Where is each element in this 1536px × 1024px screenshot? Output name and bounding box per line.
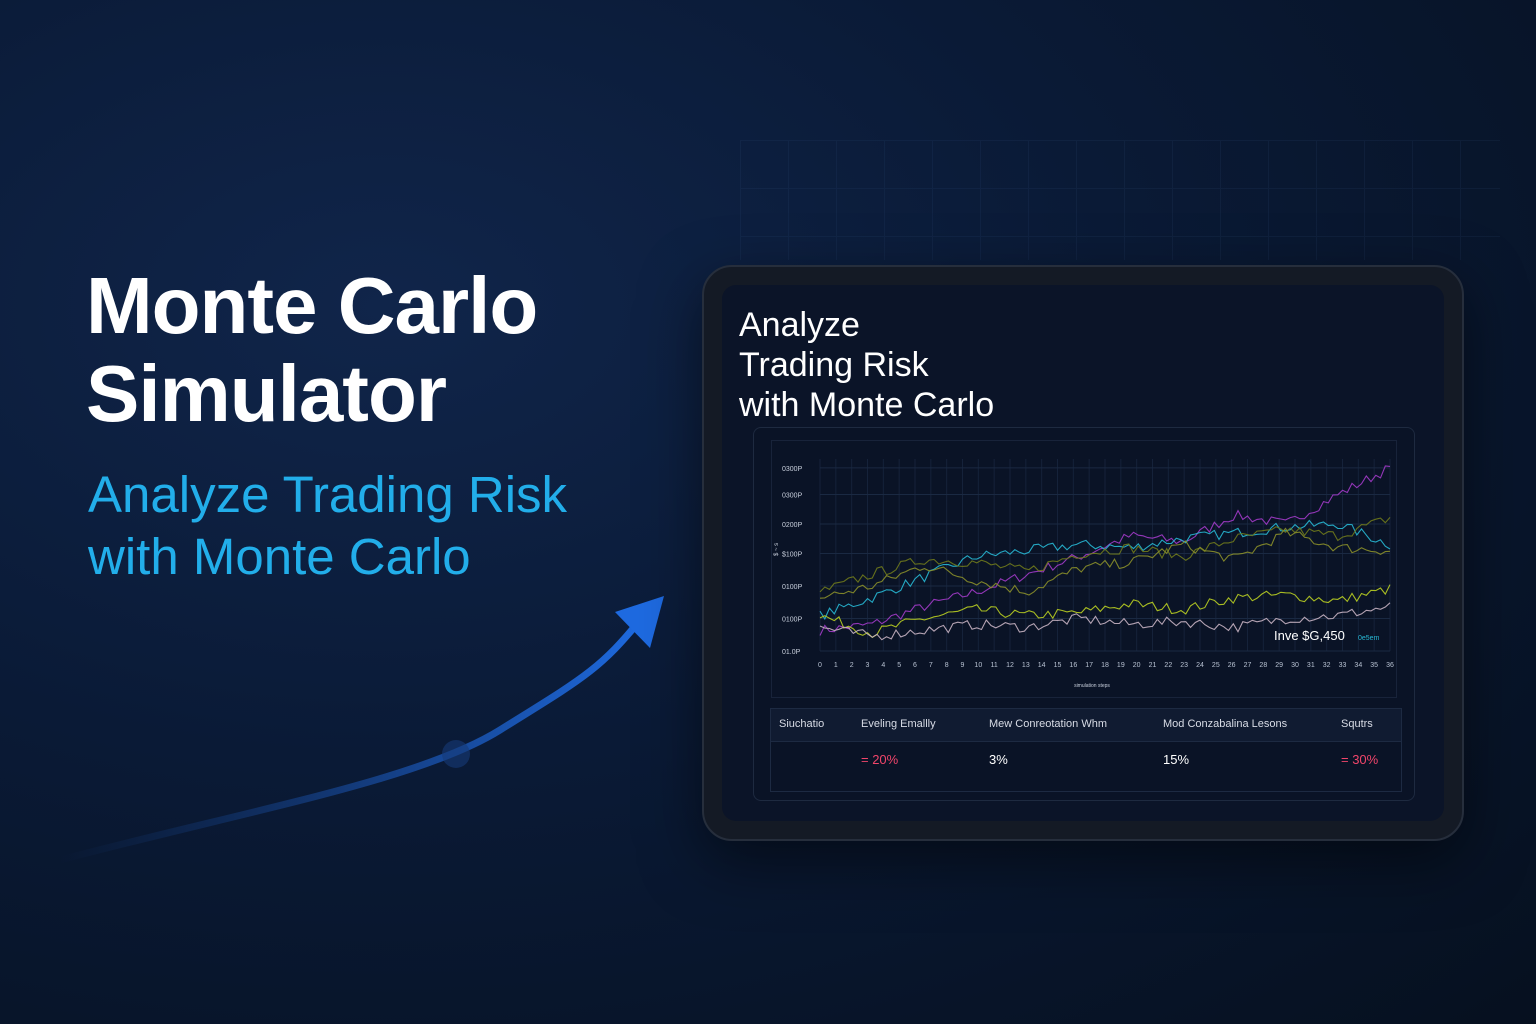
hero-subtitle-line: Analyze Trading Risk <box>88 466 568 523</box>
x-tick-label: 19 <box>1117 662 1125 669</box>
screen-title-line: Trading Risk <box>739 346 929 384</box>
x-tick-label: 27 <box>1244 662 1252 669</box>
x-tick-label: 7 <box>929 662 933 669</box>
chart-annotation-tag: 0e5em <box>1358 635 1380 642</box>
x-tick-label: 28 <box>1259 662 1267 669</box>
x-tick-label: 20 <box>1133 662 1141 669</box>
x-tick-label: 30 <box>1291 662 1299 669</box>
x-tick-label: 12 <box>1006 662 1014 669</box>
hero-title-line: Simulator <box>86 349 447 438</box>
x-tick-label: 33 <box>1339 662 1347 669</box>
x-tick-label: 13 <box>1022 662 1030 669</box>
series-line <box>819 527 1391 599</box>
x-tick-label: 25 <box>1212 662 1220 669</box>
screen-title: Analyze Trading Risk with Monte Carlo <box>739 305 994 425</box>
y-tick-label: $100P <box>782 552 803 559</box>
results-table: Siuchatio Eveling Emallly Mew Conreotation… <box>770 708 1402 792</box>
hero-subtitle: Analyze Trading Risk with Monte Carlo <box>88 464 567 588</box>
x-tick-label: 17 <box>1085 662 1093 669</box>
tablet-screen: Analyze Trading Risk with Monte Carlo 03… <box>722 285 1444 821</box>
x-tick-label: 15 <box>1054 662 1062 669</box>
series-line <box>819 584 1391 639</box>
x-tick-label: 0 <box>818 662 822 669</box>
chart-panel: 0300P 0300P 0200P $100P 0100P 0100P 01.0P $ ~ s… <box>753 427 1415 801</box>
x-tick-label: 24 <box>1196 662 1204 669</box>
x-tick-label: 6 <box>913 662 917 669</box>
screen-title-line: with Monte Carlo <box>739 386 995 424</box>
x-tick-label: 23 <box>1180 662 1188 669</box>
x-tick-label: 9 <box>961 662 965 669</box>
hero-subtitle-line: with Monte Carlo <box>88 528 471 585</box>
table-header-cell: Siuchatio <box>779 718 825 730</box>
x-tick-label: 29 <box>1275 662 1283 669</box>
series-line <box>819 465 1391 636</box>
table-cell: 3% <box>989 752 1008 767</box>
y-tick-label: 0300P <box>782 466 803 473</box>
x-tick-label: 2 <box>850 662 854 669</box>
table-cell: = 30% <box>1341 752 1379 767</box>
growth-arrow-icon <box>59 596 664 864</box>
table-cell: = 20% <box>861 752 899 767</box>
table-header-cell: Mod Conzabalina Lesons <box>1163 718 1288 730</box>
x-tick-label: 18 <box>1101 662 1109 669</box>
x-tick-label: 22 <box>1164 662 1172 669</box>
y-tick-label: 0300P <box>782 492 803 499</box>
x-tick-label: 26 <box>1228 662 1236 669</box>
chart-annotation: Inve $G,450 <box>1274 628 1345 643</box>
monte-carlo-chart: 0300P 0300P 0200P $100P 0100P 0100P 01.0P $ ~ s… <box>771 440 1397 698</box>
y-axis-label: $ ~ s <box>774 543 780 556</box>
table-header-cell: Squtrs <box>1341 718 1373 730</box>
table-cell: 15% <box>1163 752 1190 767</box>
x-tick-label: 35 <box>1370 662 1378 669</box>
x-tick-label: 32 <box>1323 662 1331 669</box>
x-tick-label: 36 <box>1386 662 1394 669</box>
y-tick-label: 0100P <box>782 617 803 624</box>
table-header-cell: Mew Conreotation Whm <box>989 718 1107 730</box>
x-tick-label: 4 <box>881 662 885 669</box>
x-tick-label: 34 <box>1354 662 1362 669</box>
series-line <box>819 602 1391 641</box>
x-tick-label: 14 <box>1038 662 1046 669</box>
x-tick-label: 16 <box>1069 662 1077 669</box>
y-tick-label: 0200P <box>782 522 803 529</box>
background-grid <box>740 140 1500 260</box>
x-axis-label: simulation steps <box>1074 683 1110 689</box>
x-tick-label: 8 <box>945 662 949 669</box>
x-tick-label: 5 <box>897 662 901 669</box>
screen-title-line: Analyze <box>739 306 860 344</box>
x-tick-label: 1 <box>834 662 838 669</box>
x-tick-label: 11 <box>991 662 998 669</box>
table-row: = 20% 3% 15% = 30% <box>771 742 1401 790</box>
x-tick-label: 21 <box>1149 662 1157 669</box>
x-tick-label: 10 <box>974 662 982 669</box>
y-tick-label: 0100P <box>782 584 803 591</box>
tablet-device: Analyze Trading Risk with Monte Carlo 03… <box>702 265 1464 841</box>
y-tick-label: 01.0P <box>782 649 801 656</box>
x-tick-label: 31 <box>1307 662 1315 669</box>
table-header-cell: Eveling Emallly <box>861 718 936 730</box>
table-header: Siuchatio Eveling Emallly Mew Conreotation… <box>771 709 1401 742</box>
hero-title-line: Monte Carlo <box>86 261 538 350</box>
hero-title: Monte Carlo Simulator <box>86 261 538 438</box>
x-tick-label: 3 <box>866 662 870 669</box>
